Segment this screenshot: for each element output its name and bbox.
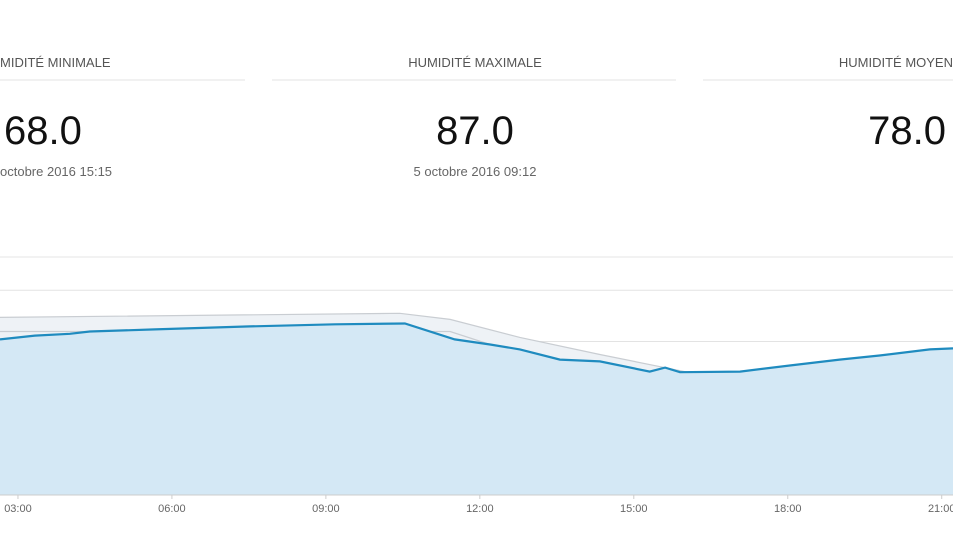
card-value: 68.0 [4,109,82,153]
card-label: HUMIDITÉ MAXIMALE [408,55,542,70]
plot: 03:00 06:00 09:00 12:00 15:00 18:00 21:00 [0,289,953,515]
x-tick-label: 12:00 [466,503,494,515]
x-tick-label: 06:00 [158,503,186,515]
card-date: octobre 2016 15:15 [0,164,112,179]
x-tick-label: 18:00 [774,503,802,515]
card-value: 78.0 [868,109,946,153]
line [0,322,953,374]
card-label: HUMIDITÉ MOYEN [839,55,953,70]
card-label: MIDITÉ MINIMALE [0,55,111,70]
x-tick-label: 03:00 [4,503,32,515]
area [0,323,953,495]
card-date: 5 octobre 2016 09:12 [414,164,537,179]
x-tick-label: 21:00 [928,503,953,515]
x-tick-label: 09:00 [312,503,340,515]
card-value: 87.0 [436,109,514,153]
x-tick-label: 15:00 [620,503,648,515]
